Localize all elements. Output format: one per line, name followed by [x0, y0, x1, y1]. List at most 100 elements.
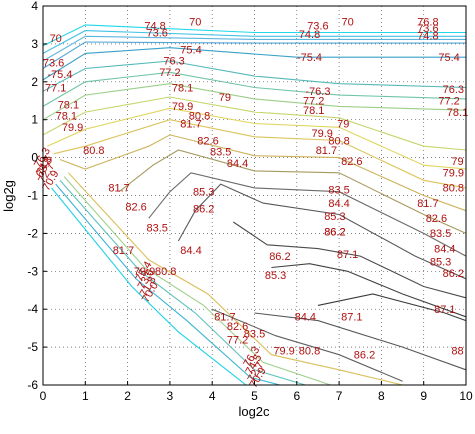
- contour-value-label: 70: [341, 17, 353, 29]
- x-tick-label: 6: [293, 389, 300, 403]
- contour-line: [55, 183, 281, 386]
- contour-value-label: 88: [451, 346, 463, 358]
- contour-value-label: 79.9: [273, 346, 294, 358]
- contour-value-label: 85.3: [324, 211, 345, 223]
- contour-value-label: 83.5: [430, 228, 451, 240]
- contour-value-label: 83.5: [146, 223, 167, 235]
- contour-value-label: 79.9: [311, 128, 332, 140]
- contour-value-label: 80.8: [189, 111, 210, 123]
- contour-line: [67, 172, 403, 386]
- contour-value-label: 86.2: [443, 268, 464, 280]
- x-axis-label: log2c: [238, 404, 270, 419]
- contour-value-label: 84.4: [227, 158, 248, 170]
- contour-line: [42, 30, 466, 54]
- contour-line: [177, 183, 467, 280]
- contour-value-label: 82.6: [197, 135, 218, 147]
- contour-line: [271, 263, 467, 318]
- contour-value-label: 87.1: [337, 249, 358, 261]
- contour-line: [42, 35, 466, 62]
- x-tick-label: 0: [40, 389, 47, 403]
- y-tick-label: -6: [27, 378, 38, 392]
- contour-line: [42, 24, 466, 47]
- y-tick-label: 4: [31, 0, 38, 13]
- contour-value-label: 74.8: [417, 30, 438, 42]
- contour-value-label: 81.7: [316, 145, 337, 157]
- contour-value-label: 79.9: [134, 266, 155, 278]
- contour-value-label: 77.2: [438, 96, 459, 108]
- contour-value-label: 70: [189, 17, 201, 29]
- contour-value-label: 79.9: [443, 168, 464, 180]
- y-tick-label: 3: [31, 37, 38, 51]
- contour-value-label: -76.3: [305, 86, 330, 98]
- contour-line: [42, 83, 467, 121]
- contour-line: [232, 221, 467, 299]
- contour-value-label: 76.3: [443, 84, 464, 96]
- contour-value-label: 86.2: [324, 226, 345, 238]
- contour-line: [42, 47, 466, 81]
- contour-value-label: 86.2: [324, 226, 345, 238]
- contour-value-label: 84.4: [328, 198, 349, 210]
- contour-value-label: 83.5: [210, 147, 231, 159]
- x-tick-label: 7: [336, 389, 343, 403]
- contour-line: [59, 134, 467, 212]
- x-tick-label: 9: [420, 389, 427, 403]
- contour-line: [46, 107, 467, 170]
- contour-value-label: 80.8: [155, 266, 176, 278]
- contour-value-label: 83.5: [328, 185, 349, 197]
- contour-value-label: 77.2: [159, 67, 180, 79]
- contour-value-label: 84.4: [295, 312, 316, 324]
- contour-value-label: 82.6: [341, 156, 362, 168]
- contour-value-label: 79.9: [172, 101, 193, 113]
- x-tick-label: 10: [459, 389, 473, 403]
- contour-value-label: 78.1: [303, 105, 324, 117]
- contour-value-label: 84.4: [434, 243, 455, 255]
- contour-value-label: 87.1: [434, 304, 455, 316]
- contour-value-label: 81.7: [417, 198, 438, 210]
- grid: [43, 6, 466, 385]
- contour-value-label: 84.4: [180, 245, 201, 257]
- contour-value-label: 86.2: [269, 251, 290, 263]
- contour-value-label: 78.1: [58, 99, 79, 111]
- contour-value-label: 81.7: [108, 183, 129, 195]
- contour-line: [211, 308, 403, 382]
- contour-value-label: -75.4: [47, 69, 72, 81]
- contour-value-label: 79: [451, 156, 463, 168]
- contour-value-label: 86.2: [354, 350, 375, 362]
- contour-value-label: 82.6: [426, 213, 447, 225]
- contour-value-label: 76.8: [417, 17, 438, 29]
- contour-value-label: 81.7: [180, 118, 201, 130]
- contour-value-label: 86.2: [193, 204, 214, 216]
- x-axis-ticks: 0 1 2 3 4 5 6 7 8 9 10: [40, 381, 473, 403]
- contour-value-label: 85.3: [265, 270, 286, 282]
- contour-value-label: 85.3: [430, 257, 451, 269]
- y-tick-label: 1: [31, 113, 38, 127]
- contour-value-label: 78.1: [172, 82, 193, 94]
- contour-value-label: 85.3: [193, 187, 214, 199]
- y-axis-label: log2g: [1, 180, 16, 212]
- contour-value-label: 79: [337, 118, 349, 130]
- contour-value-label: 77.1: [45, 82, 66, 94]
- x-tick-label: 4: [209, 389, 216, 403]
- y-tick-label: -2: [27, 226, 38, 240]
- contour-value-label: 80.8: [83, 145, 104, 157]
- contour-value-label: 82.6: [125, 202, 146, 214]
- contour-line: [317, 293, 467, 322]
- contour-line: [254, 312, 467, 371]
- contour-line: [42, 41, 466, 69]
- y-axis-ticks: -6 -5 -4 -3 -2 -1 0 1 2 3 4: [27, 0, 47, 392]
- x-tick-label: 8: [378, 389, 385, 403]
- contour-line: [51, 187, 247, 386]
- contour-value-label: 73.6: [417, 23, 438, 35]
- y-tick-label: -5: [27, 340, 38, 354]
- contour-value-label: 87.1: [341, 312, 362, 324]
- contour-value-label: 77.2: [227, 334, 248, 346]
- contour-value-label: 81.7: [214, 312, 235, 324]
- y-tick-label: -4: [27, 302, 38, 316]
- contour-line: [53, 119, 467, 189]
- contour-line: [59, 179, 306, 386]
- contour-value-label: 83.5: [244, 329, 265, 341]
- x-tick-label: 3: [167, 389, 174, 403]
- contour-line: [63, 176, 331, 386]
- contour-value-label: 79.9: [62, 122, 83, 134]
